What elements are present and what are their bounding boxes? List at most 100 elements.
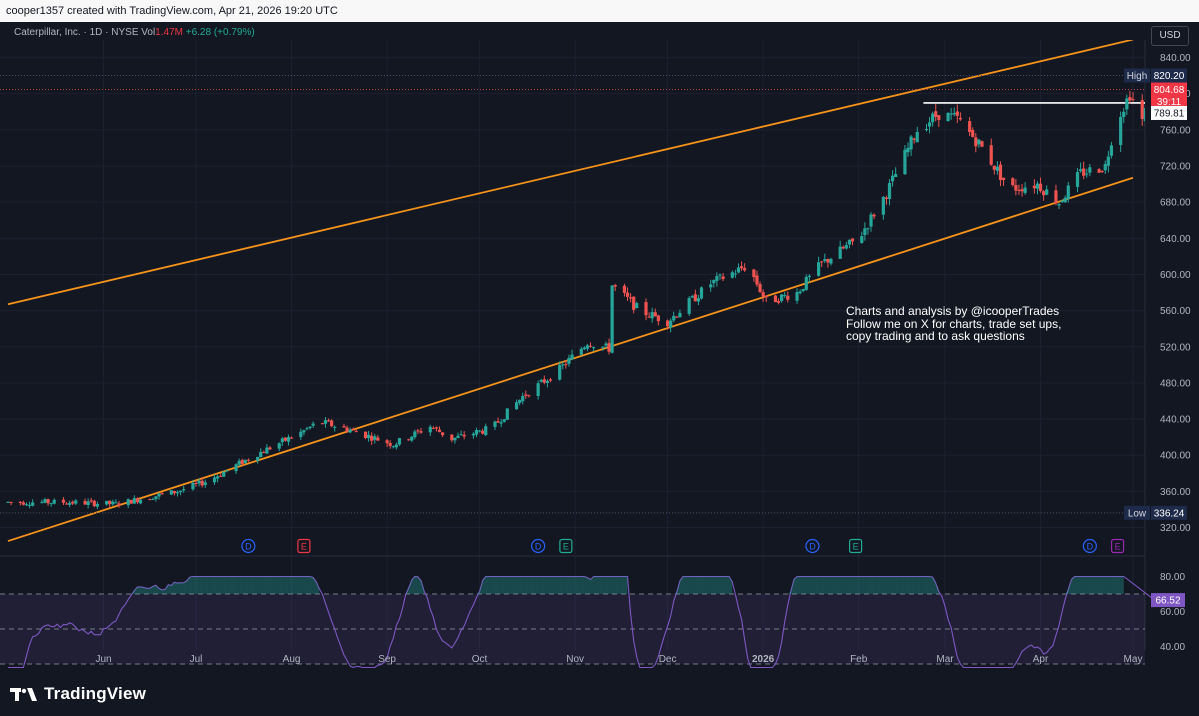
candle <box>536 380 540 400</box>
candle <box>860 231 864 244</box>
candle <box>385 439 389 448</box>
tradingview-brand: TradingView <box>44 684 147 703</box>
candle-body <box>906 147 910 153</box>
candle <box>582 346 586 351</box>
candle-body <box>1100 170 1104 172</box>
candle-body <box>373 436 377 440</box>
candle-body <box>622 285 627 293</box>
currency-button[interactable]: USD <box>1151 26 1189 46</box>
candle <box>823 253 827 264</box>
rsi-overbought-fill <box>531 576 536 594</box>
rsi-overbought-fill <box>707 576 711 594</box>
analysis-note: Charts and analysis by @icooperTrades Fo… <box>846 305 1061 343</box>
label-box <box>1151 593 1185 608</box>
candle <box>607 338 611 355</box>
label-text: Low <box>1128 508 1147 519</box>
candle <box>484 423 488 437</box>
rsi-overbought-fill <box>562 576 566 594</box>
candle-body <box>265 447 269 454</box>
candle <box>1082 161 1086 180</box>
candle-body <box>135 498 140 503</box>
rsi-overbought-fill <box>581 576 585 594</box>
candle <box>881 195 885 220</box>
candle-body <box>175 492 180 494</box>
candle-body <box>675 316 679 318</box>
candle-body <box>326 420 331 422</box>
rsi-overbought-fill <box>263 576 267 594</box>
candle-body <box>1106 156 1110 166</box>
rsi-overbought-fill <box>199 576 203 594</box>
label-box <box>1124 68 1150 83</box>
rsi-overbought-fill <box>883 576 887 594</box>
candle-body <box>117 503 121 506</box>
rsi-overbought-fill <box>498 576 502 594</box>
volume-label: Vol <box>141 27 156 38</box>
candle <box>40 499 44 504</box>
candle <box>1032 179 1036 194</box>
candle <box>998 161 1003 187</box>
candle-body <box>1147 107 1150 108</box>
candle-body <box>182 489 186 491</box>
candle <box>416 428 420 435</box>
candle <box>650 307 654 323</box>
rsi-overbought-fill <box>803 576 807 594</box>
price-tick-label: 760.00 <box>1160 125 1191 136</box>
rsi-overbought-fill <box>421 580 425 594</box>
marker-letter: D <box>1087 542 1094 552</box>
dividend-marker: D <box>531 538 546 554</box>
candle-body <box>989 145 993 165</box>
rsi-overbought-fill <box>260 576 264 594</box>
candle <box>114 499 118 504</box>
candle <box>330 419 334 428</box>
candle-body <box>71 501 75 504</box>
candle-body <box>1079 169 1083 172</box>
candle <box>289 436 294 439</box>
candle-body <box>1122 111 1126 117</box>
candle-body <box>108 500 112 505</box>
candle <box>132 495 136 505</box>
time-tick-label: May <box>1124 654 1143 665</box>
candle <box>262 450 266 454</box>
rsi-overbought-fill <box>180 582 184 594</box>
rsi-overbought-fill <box>793 576 798 594</box>
candle-body <box>450 434 454 441</box>
candle <box>1131 92 1135 102</box>
tradingview-logo[interactable]: TradingView <box>10 684 146 704</box>
candle <box>215 474 220 483</box>
candle <box>407 438 411 441</box>
rsi-overbought-fill <box>251 576 255 594</box>
label-box <box>1151 505 1187 520</box>
time-axis[interactable]: Jun Jul Aug Sep Oct Nov Dec 2026 Feb Mar Apr May <box>95 654 1142 665</box>
candle-body <box>736 267 741 273</box>
candle-body <box>1035 183 1040 189</box>
candle <box>9 501 13 506</box>
candle <box>320 422 324 425</box>
candle <box>86 498 90 509</box>
candle <box>305 426 309 431</box>
rsi-overbought-fill <box>485 576 489 594</box>
label-text: High <box>1127 71 1148 82</box>
candle <box>92 499 96 508</box>
candle <box>175 490 180 497</box>
candle-body <box>64 503 69 505</box>
rsi-overbought-fill <box>291 576 295 594</box>
candle <box>474 427 479 438</box>
candle <box>1038 177 1043 193</box>
rsi-overbought-fill <box>303 576 307 594</box>
candle-body <box>915 131 919 143</box>
candle-body <box>582 347 586 350</box>
rsi-overbought-fill <box>935 583 939 594</box>
candle <box>154 496 158 502</box>
candle <box>764 295 768 302</box>
rsi-overbought-fill <box>257 576 261 594</box>
candle-body <box>884 197 889 199</box>
marker-shape <box>531 538 546 554</box>
candle-body <box>764 295 768 298</box>
time-tick-label: Mar <box>936 654 954 665</box>
candle <box>453 437 457 444</box>
rsi-overbought-fill <box>134 586 138 594</box>
candle <box>1035 181 1040 195</box>
price-axis[interactable]: 320.00 360.00 400.00 440.00 480.00 520.00 560.… <box>1160 53 1191 534</box>
candle-body <box>992 165 996 170</box>
